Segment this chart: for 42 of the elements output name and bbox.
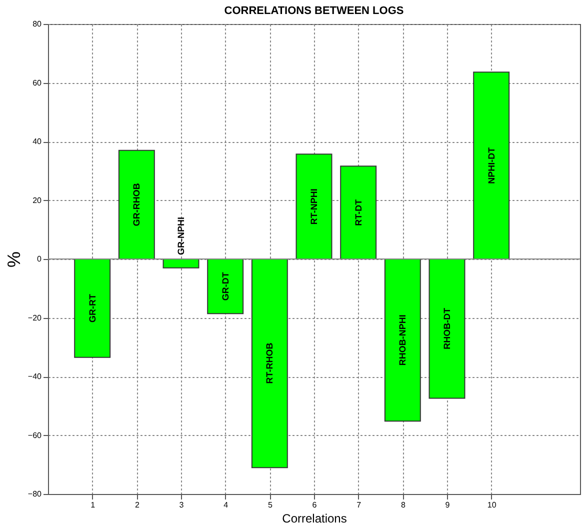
bar: [74, 258, 111, 358]
y-tick-label: −80: [28, 490, 42, 498]
annotation: GR-DT: [220, 272, 230, 301]
annotation: RT-DT: [353, 198, 364, 226]
x-tick-label: 7: [356, 500, 362, 510]
annotation: RT-NPHI: [309, 188, 319, 225]
bar: [251, 258, 288, 468]
bar: [162, 258, 200, 268]
bar: [118, 150, 155, 260]
y-tick-label: 0: [37, 254, 42, 264]
x-tick-label: 6: [312, 500, 318, 510]
annotation: RHOB-DT: [442, 307, 452, 350]
bar: [384, 258, 421, 422]
y-tick-label: 20: [32, 196, 42, 205]
bar: [428, 258, 466, 399]
annotation: GR-RT: [87, 293, 98, 322]
x-tick-label: 1: [90, 500, 96, 510]
x-tick-label: 2: [134, 500, 140, 510]
annotation: NPHI-DT: [486, 146, 496, 184]
y-tick-label: 40: [32, 137, 42, 146]
y-tick-label: −40: [28, 372, 42, 381]
y-tick-label: 60: [32, 78, 42, 88]
x-axis-title: Correlations: [282, 512, 347, 526]
chart-title: CORRELATIONS BETWEEN LOGS: [224, 5, 404, 17]
x-tick-label: 8: [400, 500, 406, 510]
x-tick-label: 5: [268, 500, 273, 510]
x-tick-label: 3: [179, 500, 184, 510]
bar: [207, 258, 244, 314]
annotation: RT-RHOB: [264, 342, 275, 384]
annotation: RHOB-NPHI: [398, 314, 408, 366]
y-tick-label: −60: [28, 430, 42, 440]
x-tick-label: 10: [487, 500, 497, 510]
bar: [340, 166, 377, 260]
x-tick-label: 4: [224, 500, 229, 510]
x-tick-label: 9: [445, 500, 450, 510]
bar: [473, 72, 510, 260]
y-tick-label: −20: [28, 313, 42, 322]
annotation: GR-RHOB: [132, 182, 142, 226]
y-axis-title: %: [4, 251, 24, 268]
annotation: GR-NPHI: [176, 217, 186, 255]
bar: [296, 154, 332, 260]
y-tick-label: 80: [32, 20, 42, 28]
